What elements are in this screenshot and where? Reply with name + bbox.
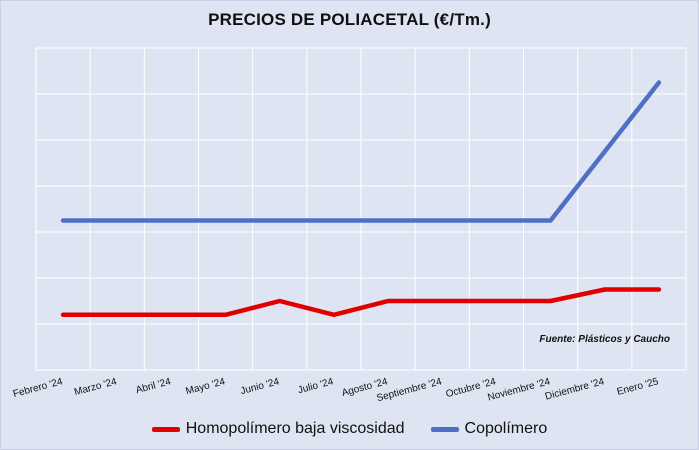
x-tick-label: Febrero '24 <box>12 376 64 400</box>
legend-label-copolimero: Copolímero <box>464 420 548 437</box>
legend: Homopolímero baja viscosidad Copolímero <box>0 420 699 438</box>
legend-item-homopolimero: Homopolímero baja viscosidad <box>151 420 405 438</box>
x-tick-label: Marzo '24 <box>73 376 118 398</box>
legend-swatch-copolimero <box>430 426 459 432</box>
x-tick-label: Abril '24 <box>135 376 173 396</box>
series-line-1 <box>60 80 662 223</box>
x-axis-ticks: Febrero '24 Marzo '24 Abril '24 Mayo '24 Jun… <box>12 376 660 404</box>
x-tick-label: Noviembre '24 <box>487 376 552 403</box>
x-tick-label: Enero '25 <box>616 376 660 398</box>
legend-swatch-homopolimero <box>151 426 180 432</box>
chart-title: PRECIOS DE POLIACETAL (€/Tm.) <box>208 10 491 29</box>
source-note: Fuente: Plásticos y Caucho <box>539 334 670 345</box>
x-tick-label: Junio '24 <box>239 376 281 397</box>
x-tick-label: Diciembre '24 <box>544 376 606 402</box>
series-lines <box>60 80 662 318</box>
x-tick-label: Julio '24 <box>297 376 335 396</box>
legend-item-copolimero: Copolímero <box>430 420 548 438</box>
series-line-0 <box>60 287 662 318</box>
grid <box>35 47 687 371</box>
x-tick-label: Mayo '24 <box>185 376 227 397</box>
legend-label-homopolimero: Homopolímero baja viscosidad <box>185 420 405 437</box>
